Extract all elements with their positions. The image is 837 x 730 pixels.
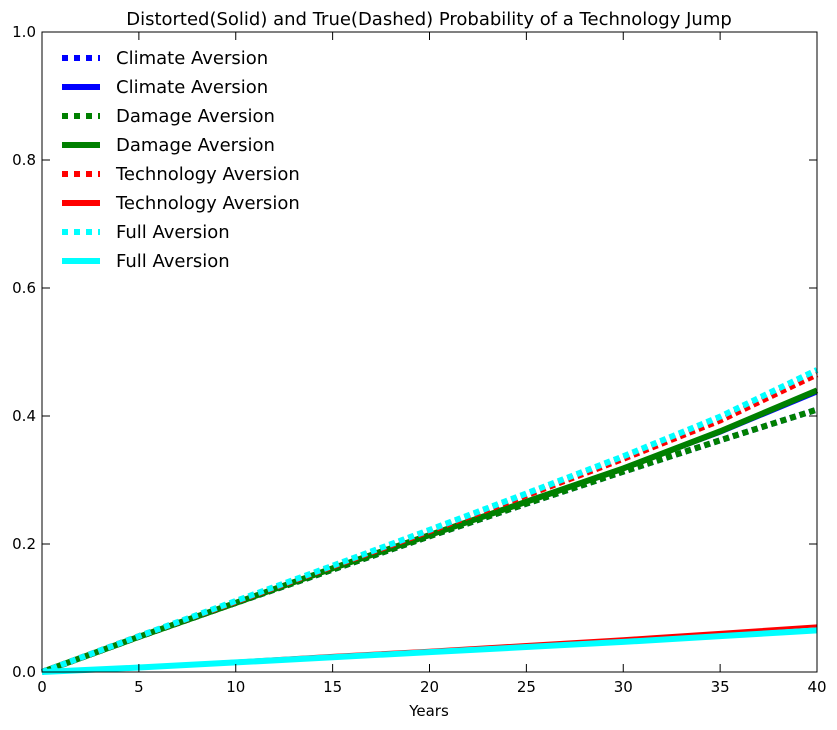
legend-label-7: Full Aversion (116, 251, 230, 272)
y-tick-label: 0.8 (12, 151, 36, 169)
chart-title: Distorted(Solid) and True(Dashed) Probab… (126, 9, 732, 30)
x-tick-label: 5 (134, 678, 144, 696)
x-tick-label: 20 (420, 678, 439, 696)
y-tick-label: 0.2 (12, 535, 36, 553)
y-tick-label: 0.0 (12, 663, 36, 681)
plot-frame (41, 31, 818, 673)
y-tick-label: 1.0 (12, 23, 36, 41)
legend-label-2: Damage Aversion (116, 106, 275, 127)
x-tick-label: 15 (323, 678, 342, 696)
x-tick-label: 30 (614, 678, 633, 696)
ticks-layer: 0 5 10 15 20 25 30 35 40 0.0 0.2 0.4 0.6 0.8 1.0 (12, 23, 826, 696)
series-layer (40, 367, 819, 675)
legend-label-3: Damage Aversion (116, 135, 275, 156)
x-tick-label: 40 (807, 678, 826, 696)
legend-label-1: Climate Aversion (116, 77, 268, 98)
x-tick-label: 35 (711, 678, 730, 696)
y-tick-label: 0.6 (12, 279, 36, 297)
series-line-3-solid (40, 387, 819, 675)
legend-label-6: Full Aversion (116, 222, 230, 243)
series-line-6-dotted (40, 367, 819, 675)
legend-label-0: Climate Aversion (116, 48, 268, 69)
x-tick-label: 0 (37, 678, 47, 696)
legend-label-4: Technology Aversion (115, 164, 300, 185)
legend-label-5: Technology Aversion (115, 193, 300, 214)
x-tick-label: 10 (226, 678, 245, 696)
x-axis-label: Years (408, 702, 449, 720)
plot-area (42, 32, 817, 672)
x-tick-label: 25 (517, 678, 536, 696)
y-tick-label: 0.4 (12, 407, 36, 425)
legend: Climate Aversion Climate Aversion Damage A… (62, 48, 300, 272)
series-line-7-solid (41, 627, 818, 675)
